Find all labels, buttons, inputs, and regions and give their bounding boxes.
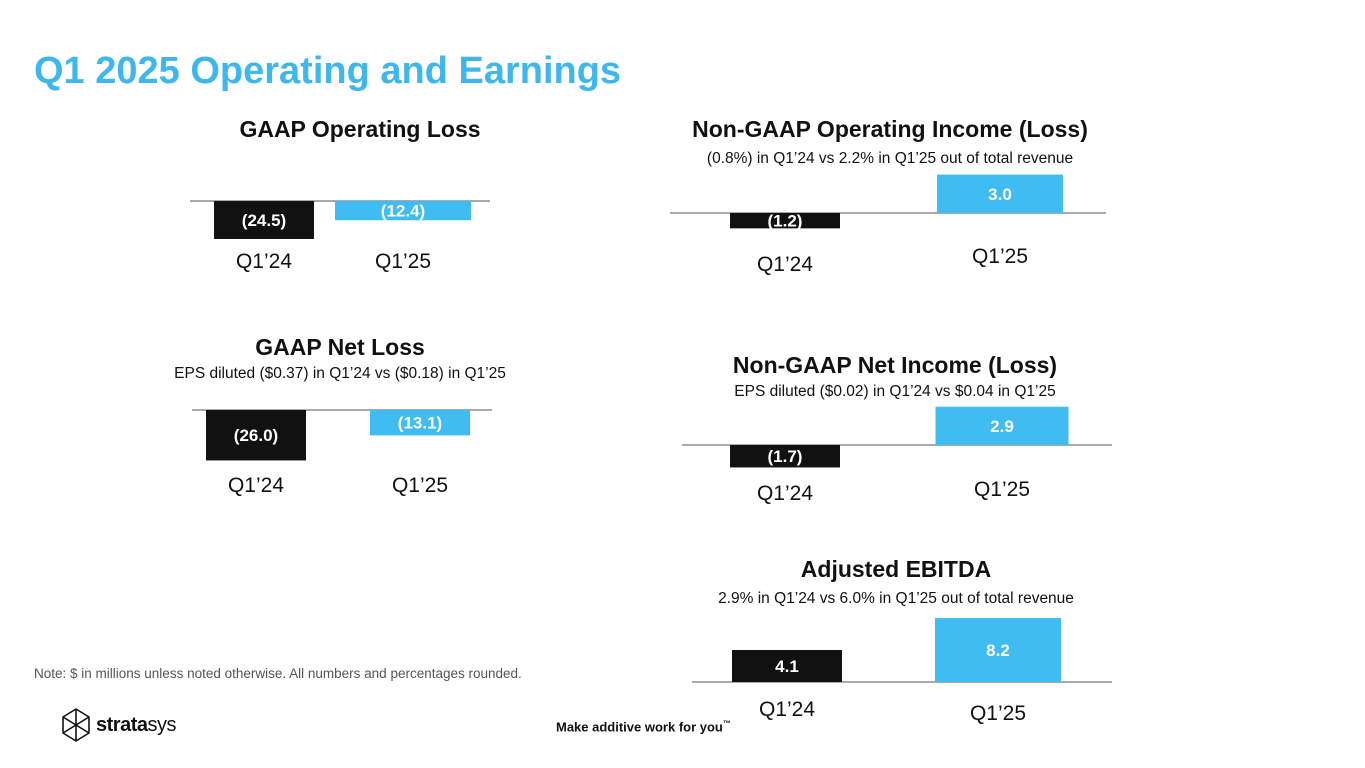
chart-title: Non-GAAP Operating Income (Loss) [692,116,1088,142]
data-label-q1-24: 4.1 [775,657,799,676]
gaap-net-loss-chart: (26.0) Q1’24 (13.1) Q1’25 [192,409,492,497]
chart-title: GAAP Operating Loss [239,116,481,142]
non-gaap-operating-income-panel: Non-GAAP Operating Income (Loss) (0.8%) … [660,116,1120,286]
gaap-operating-loss-chart: (24.5) Q1’24 (12.4) Q1’25 [190,200,490,273]
data-label-q1-24: (24.5) [242,211,286,230]
data-label-q1-25: (13.1) [398,414,442,433]
category-label-q1-24: Q1’24 [759,698,815,721]
tagline: Make additive work for you™ [556,719,731,734]
non-gaap-operating-income-chart: (1.2) Q1’24 3.0 Q1’25 [670,174,1106,276]
category-label-q1-25: Q1’25 [970,702,1026,725]
data-label-q1-25: 2.9 [990,417,1014,436]
category-label-q1-25: Q1’25 [375,250,431,273]
category-label-q1-24: Q1’24 [757,253,813,276]
chart-title: Adjusted EBITDA [800,556,992,582]
stratasys-logo: stratasys [62,708,176,742]
bar-q1-25 [335,201,471,221]
category-label-q1-24: Q1’24 [236,250,292,273]
chart-subtitle: (0.8%) in Q1’24 vs 2.2% in Q1’25 out of … [706,150,1074,167]
bar-q1-25 [937,174,1063,213]
data-label-q1-24: (1.2) [768,212,803,231]
gaap-net-loss-panel: GAAP Net Loss EPS diluted ($0.37) in Q1’… [140,334,540,504]
chart-subtitle: 2.9% in Q1’24 vs 6.0% in Q1’25 out of to… [718,590,1074,607]
non-gaap-net-income-chart: (1.7) Q1’24 2.9 Q1’25 [682,406,1112,505]
bar-q1-25 [935,618,1061,682]
chart-title: GAAP Net Loss [255,334,425,360]
logo-wordmark-light: sys [147,713,176,736]
data-label-q1-25: (12.4) [381,202,425,221]
bar-q1-24 [730,213,840,229]
data-label-q1-25: 8.2 [986,641,1010,660]
category-label-q1-25: Q1’25 [972,245,1028,268]
data-label-q1-24: (1.7) [768,447,803,466]
bar-q1-24 [214,201,314,239]
logo-wordmark: stratasys [96,714,176,737]
trademark-mark: ™ [722,719,731,728]
adjusted-ebitda-panel: Adjusted EBITDA 2.9% in Q1’24 vs 6.0% in… [680,556,1112,728]
adjusted-ebitda-chart: 4.1 Q1’24 8.2 Q1’25 [692,618,1112,725]
bar-q1-25 [935,406,1069,445]
page-title: Q1 2025 Operating and Earnings [34,50,622,92]
chart-subtitle: EPS diluted ($0.37) in Q1’24 vs ($0.18) … [174,365,506,382]
category-label-q1-24: Q1’24 [757,482,813,505]
data-label-q1-24: (26.0) [234,426,278,445]
stratasys-star-icon [62,708,90,742]
logo-wordmark-bold: strata [96,713,148,736]
non-gaap-net-income-panel: Non-GAAP Net Income (Loss) EPS diluted (… [672,352,1118,512]
data-label-q1-25: 3.0 [988,185,1012,204]
bar-q1-25 [370,410,470,436]
bar-q1-24 [206,410,306,461]
tagline-text: Make additive work for you [556,719,723,735]
chart-title: Non-GAAP Net Income (Loss) [732,352,1058,378]
category-label-q1-24: Q1’24 [228,474,284,497]
footnote: Note: $ in millions unless noted otherwi… [34,666,522,681]
category-label-q1-25: Q1’25 [974,478,1030,501]
category-label-q1-25: Q1’25 [392,474,448,497]
bar-q1-24 [730,445,840,468]
chart-subtitle: EPS diluted ($0.02) in Q1’24 vs $0.04 in… [734,383,1056,400]
gaap-operating-loss-panel: GAAP Operating Loss (24.5) Q1’24 (12.4) Q1’… [160,116,560,286]
bar-q1-24 [732,650,842,682]
